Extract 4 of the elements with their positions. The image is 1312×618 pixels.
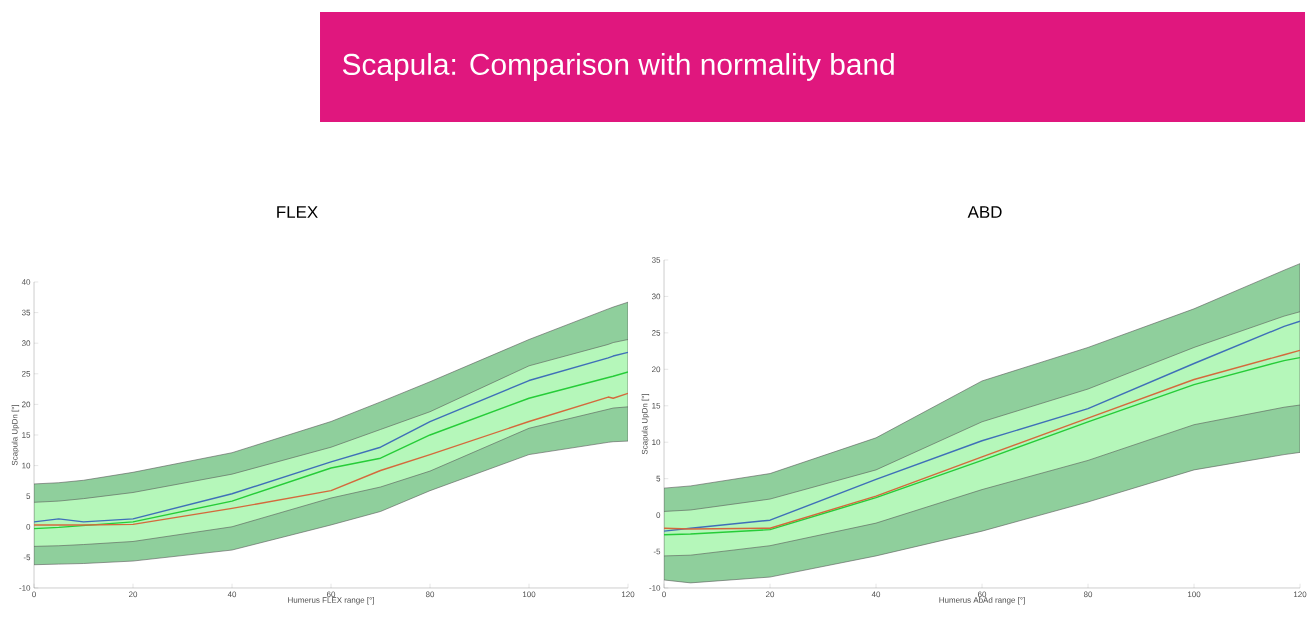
chart-title: ABD xyxy=(967,206,1002,218)
chart-title: FLEX xyxy=(277,206,318,218)
line-series xyxy=(34,351,629,523)
text: Scapula: Comparison with normality band xyxy=(342,53,894,81)
